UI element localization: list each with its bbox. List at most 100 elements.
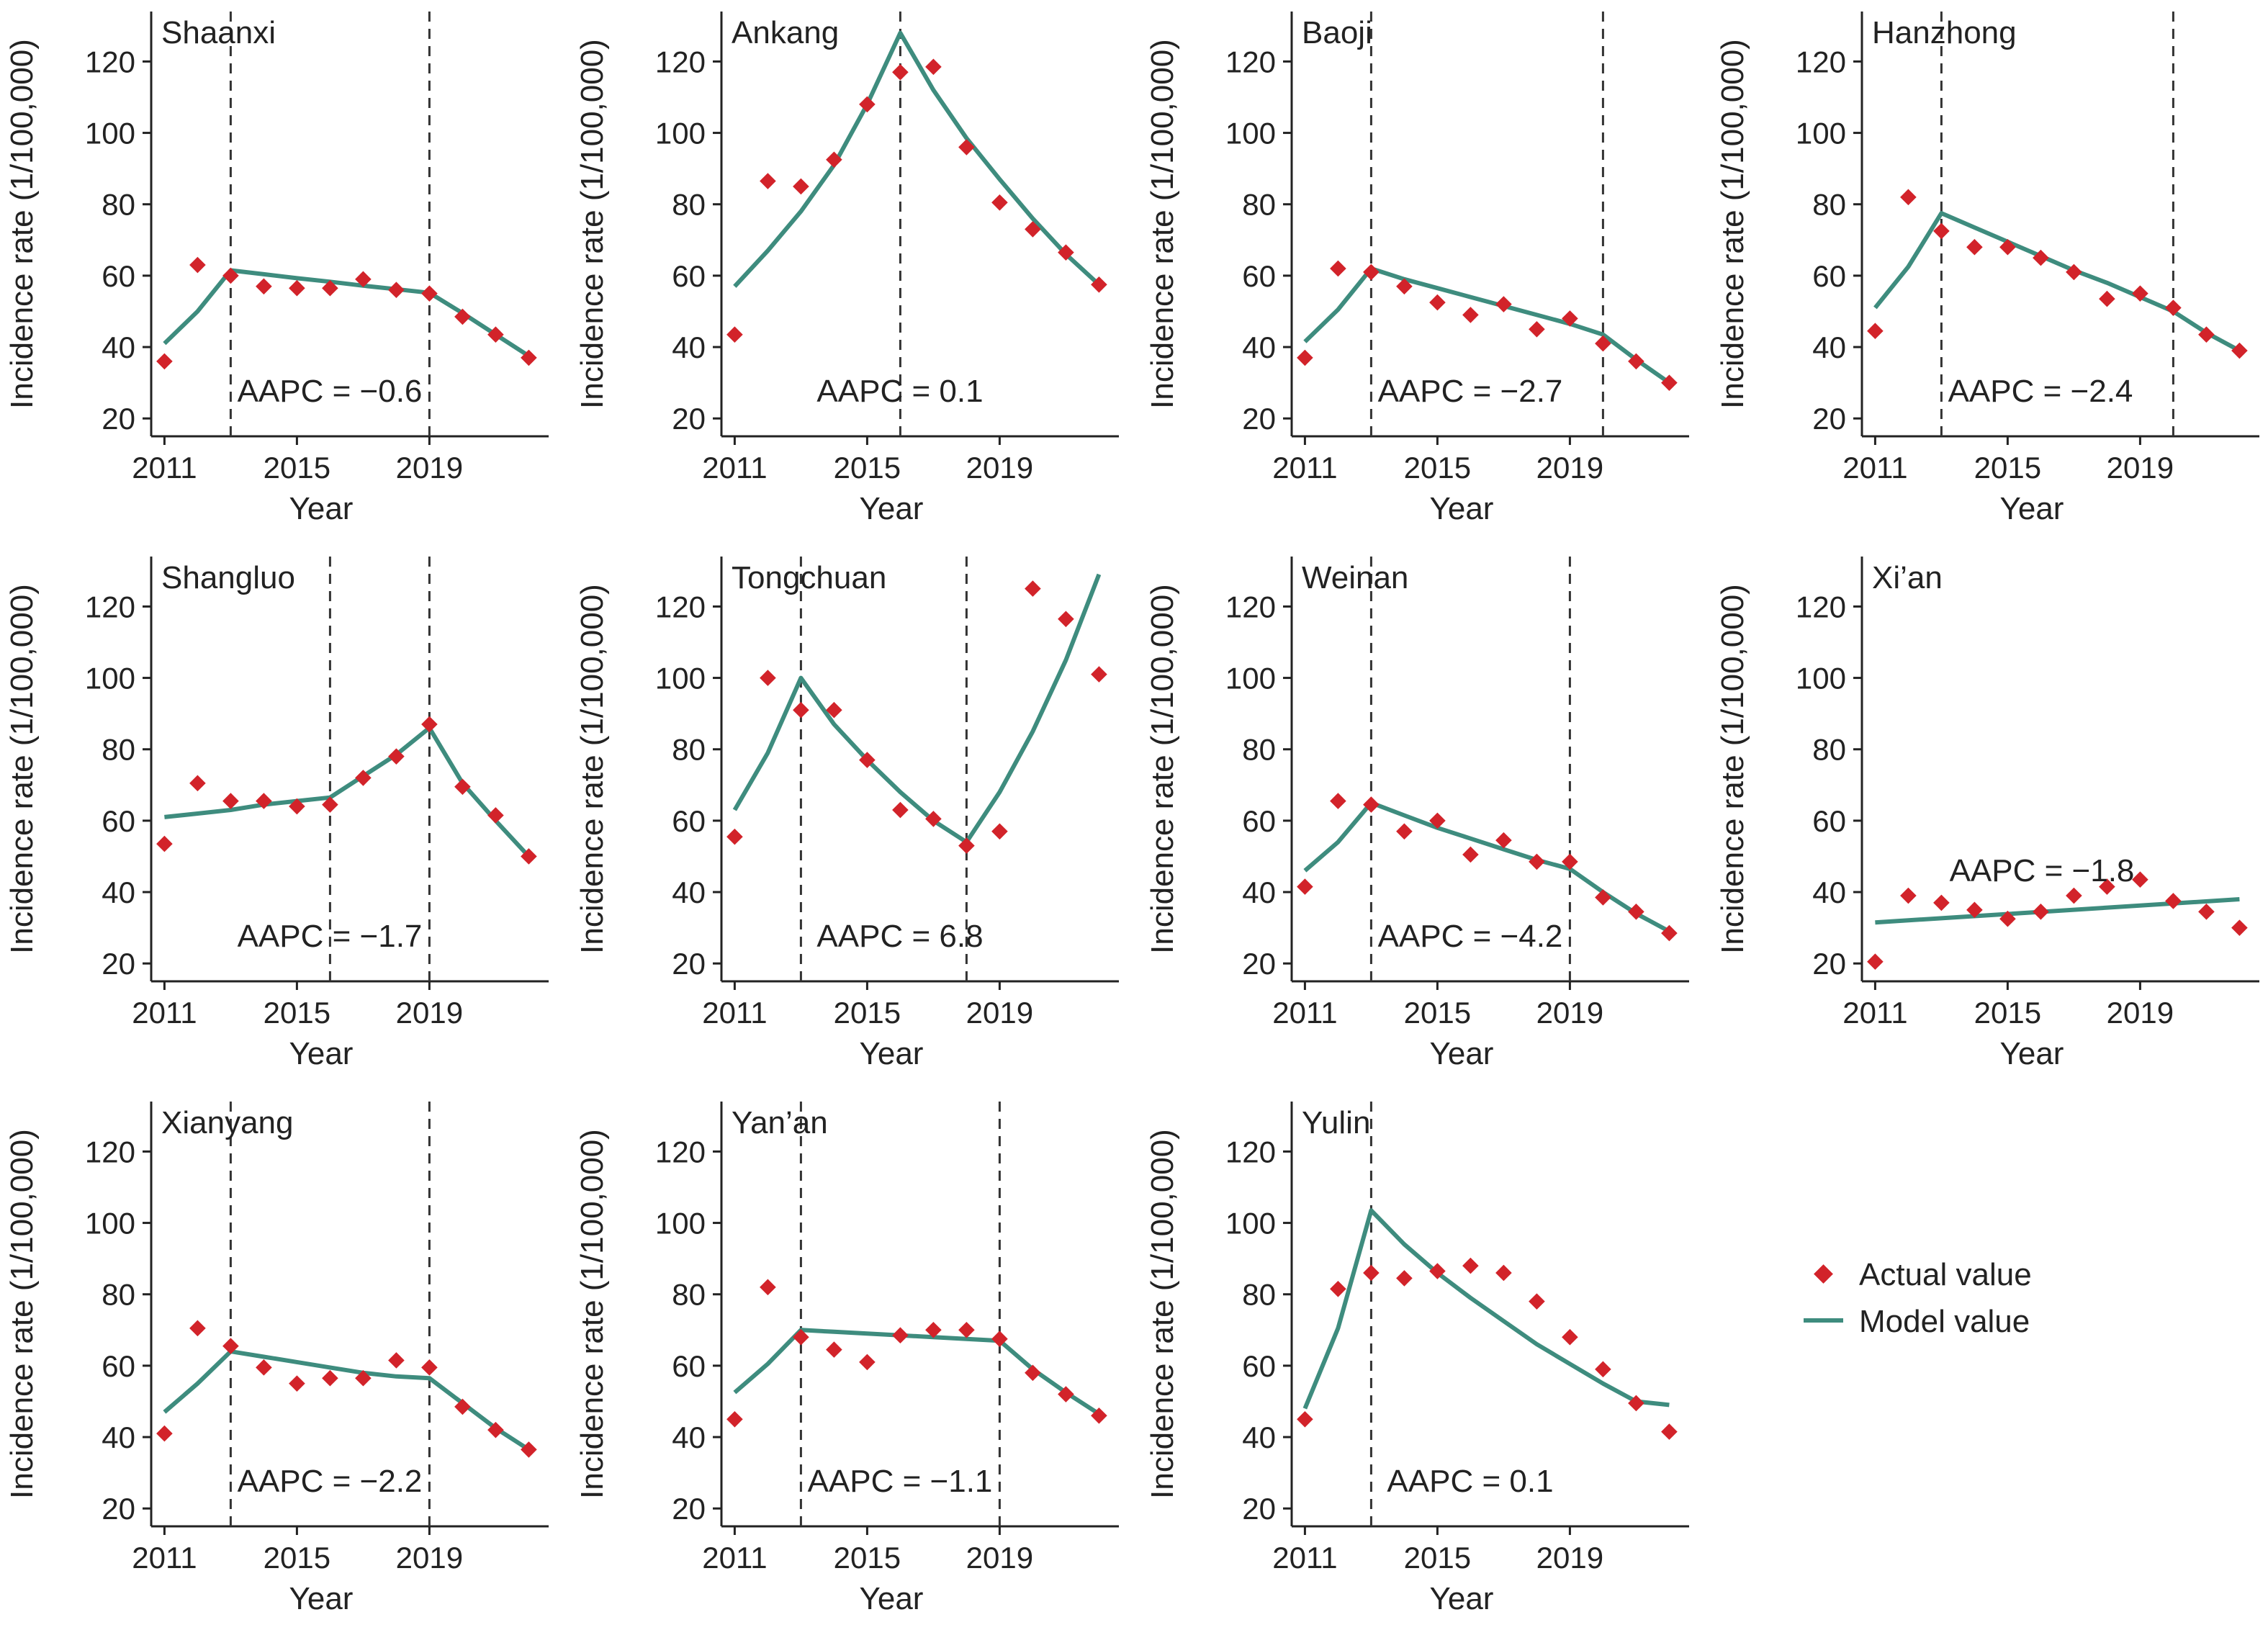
- y-tick-label: 100: [655, 117, 706, 150]
- x-axis-title: Year: [289, 1581, 354, 1616]
- y-tick-label: 20: [672, 402, 706, 436]
- x-tick-label: 2011: [702, 451, 767, 485]
- chart-panel: 20 40 60 80 100 120 2011 2015 2019 Year Incidence …: [1715, 557, 2259, 1071]
- x-tick-label: 2015: [834, 1541, 901, 1575]
- actual-value-point: [1396, 823, 1413, 840]
- actual-value-point: [487, 807, 504, 824]
- actual-value-point: [1595, 889, 1611, 906]
- actual-value-point: [2132, 871, 2148, 888]
- actual-value-point: [892, 801, 909, 819]
- legend-actual-label: Actual value: [1859, 1257, 2032, 1292]
- aapc-annotation: AAPC = −2.7: [1378, 374, 1563, 409]
- x-tick-label: 2019: [966, 451, 1033, 485]
- actual-value-point: [1966, 901, 1983, 919]
- actual-value-point: [1297, 349, 1313, 366]
- x-tick-label: 2019: [396, 996, 463, 1030]
- chart-panel: 20 40 60 80 100 120 2011 2015 2019 Year Incidence …: [1145, 557, 1689, 1071]
- actual-value-point: [1025, 580, 1041, 597]
- y-tick-label: 120: [655, 45, 706, 78]
- actual-value-point: [322, 279, 338, 297]
- x-tick-label: 2015: [834, 996, 901, 1030]
- actual-value-point: [1628, 353, 1644, 370]
- actual-value-point: [222, 793, 239, 809]
- actual-value-point: [760, 670, 776, 686]
- actual-value-point: [487, 1421, 504, 1438]
- actual-value-point: [521, 1441, 537, 1458]
- actual-value-point: [256, 1359, 272, 1376]
- chart-panel: 20 40 60 80 100 120 2011 2015 2019 Year Incidence …: [575, 12, 1119, 526]
- actual-value-point: [454, 778, 471, 796]
- x-axis-title: Year: [1430, 1036, 1494, 1071]
- x-tick-label: 2015: [264, 1541, 330, 1575]
- actual-value-point: [726, 828, 743, 845]
- y-tick-label: 120: [655, 1135, 706, 1169]
- actual-value-point: [2066, 887, 2082, 904]
- y-tick-label: 80: [1242, 1278, 1276, 1312]
- x-axis-title: Year: [860, 1581, 924, 1616]
- y-tick-label: 80: [1242, 733, 1276, 767]
- y-tick-label: 40: [672, 1420, 706, 1454]
- y-axis-title: Incidence rate (1/100,000): [1145, 39, 1180, 409]
- actual-value-point: [421, 1359, 438, 1376]
- y-tick-label: 120: [1796, 590, 1846, 623]
- legend-actual-marker: [1814, 1264, 1833, 1284]
- y-tick-label: 20: [1242, 947, 1276, 981]
- x-tick-label: 2015: [264, 996, 330, 1030]
- actual-value-point: [1999, 910, 2016, 927]
- actual-value-point: [1297, 878, 1313, 895]
- actual-value-point: [289, 798, 305, 815]
- y-tick-label: 40: [1812, 875, 1846, 909]
- aapc-annotation: AAPC = −1.1: [808, 1464, 993, 1499]
- actual-value-point: [1900, 189, 1917, 206]
- panel-title: Hanzhong: [1872, 15, 2017, 50]
- x-tick-label: 2019: [1536, 996, 1603, 1030]
- actual-value-point: [1562, 1328, 1578, 1346]
- x-tick-label: 2011: [1842, 451, 1907, 485]
- actual-value-point: [2231, 342, 2248, 359]
- actual-value-point: [1396, 278, 1413, 295]
- actual-value-point: [1661, 1423, 1678, 1440]
- x-tick-label: 2015: [1404, 1541, 1471, 1575]
- actual-value-point: [991, 823, 1008, 840]
- actual-value-point: [826, 701, 842, 719]
- actual-value-point: [760, 173, 776, 189]
- model-value-line: [732, 573, 1102, 845]
- y-tick-label: 100: [1796, 662, 1846, 695]
- y-tick-label: 20: [1242, 1492, 1276, 1526]
- actual-value-point: [454, 1398, 471, 1415]
- actual-value-point: [991, 1330, 1008, 1348]
- actual-value-point: [1529, 853, 1545, 870]
- x-tick-label: 2011: [1842, 996, 1907, 1030]
- actual-value-point: [189, 775, 206, 792]
- y-tick-label: 60: [672, 1349, 706, 1383]
- x-tick-label: 2019: [396, 451, 463, 485]
- actual-value-point: [421, 285, 438, 302]
- y-tick-label: 40: [1242, 1420, 1276, 1454]
- aapc-annotation: AAPC = −2.4: [1948, 374, 2133, 409]
- y-tick-label: 40: [672, 875, 706, 909]
- actual-value-point: [2099, 878, 2115, 895]
- y-tick-label: 60: [672, 259, 706, 293]
- actual-value-point: [726, 326, 743, 343]
- actual-value-point: [1529, 320, 1545, 338]
- x-axis-title: Year: [1430, 1581, 1494, 1616]
- y-tick-label: 60: [102, 804, 135, 838]
- y-tick-label: 80: [1242, 188, 1276, 222]
- actual-value-point: [355, 271, 372, 288]
- aapc-annotation: AAPC = −0.6: [238, 374, 423, 409]
- y-tick-label: 80: [102, 1278, 135, 1312]
- x-tick-label: 2019: [1536, 451, 1603, 485]
- y-tick-label: 80: [102, 188, 135, 222]
- x-tick-label: 2011: [132, 451, 197, 485]
- chart-panel: 20 40 60 80 100 120 2011 2015 2019 Year Incidence …: [1145, 12, 1689, 526]
- actual-value-point: [1529, 1293, 1545, 1310]
- y-tick-label: 80: [672, 1278, 706, 1312]
- y-tick-label: 40: [672, 330, 706, 364]
- actual-value-point: [454, 308, 471, 325]
- y-tick-label: 120: [85, 590, 135, 623]
- y-tick-label: 100: [1225, 1207, 1276, 1240]
- chart-panels: 20 40 60 80 100 120 2011 2015 2019 Year Incidence …: [4, 12, 2259, 1616]
- x-tick-label: 2015: [834, 451, 901, 485]
- actual-value-point: [1933, 894, 1950, 911]
- y-tick-label: 100: [1796, 117, 1846, 150]
